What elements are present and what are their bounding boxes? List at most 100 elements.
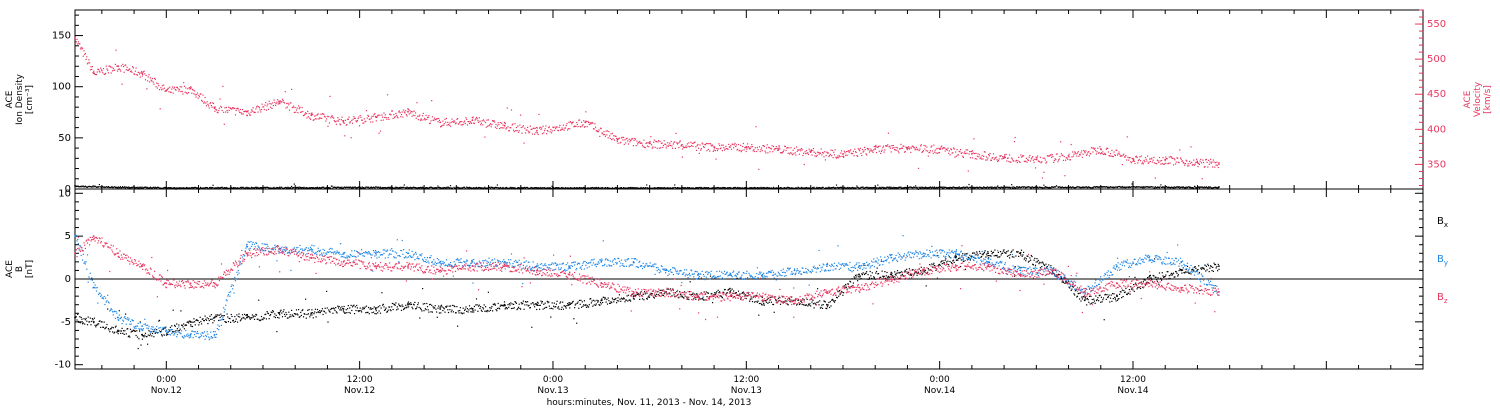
data-point: [1198, 187, 1200, 189]
data-point: [81, 48, 83, 50]
data-point: [234, 187, 236, 189]
data-point: [1029, 154, 1031, 157]
data-point: [819, 152, 821, 154]
data-point: [390, 114, 392, 116]
data-point: [811, 301, 813, 303]
data-point: [840, 292, 842, 294]
data-point: [231, 315, 233, 318]
data-point: [930, 186, 932, 189]
data-point: [258, 107, 260, 109]
data-point: [428, 187, 430, 189]
data-point: [784, 187, 786, 189]
data-point: [564, 305, 566, 307]
data-point: [805, 304, 807, 306]
data-point: [349, 122, 351, 124]
data-point: [506, 307, 508, 309]
data-point: [949, 186, 951, 188]
data-point: [251, 110, 253, 112]
data-point: [375, 186, 377, 188]
data-point: [709, 187, 711, 189]
data-point: [860, 152, 862, 154]
data-point: [669, 187, 671, 189]
data-point: [105, 72, 107, 74]
data-point: [889, 145, 891, 147]
data-point: [1209, 161, 1211, 163]
data-point: [1156, 163, 1158, 165]
data-point: [1030, 187, 1032, 189]
data-point: [511, 303, 513, 305]
data-point: [1123, 156, 1126, 158]
data-point: [890, 186, 892, 188]
data-point: [165, 326, 167, 328]
data-point: [501, 305, 503, 307]
data-point: [1027, 159, 1030, 162]
data-point: [512, 123, 514, 125]
data-point: [817, 187, 819, 189]
data-point: [419, 317, 421, 319]
data-point: [576, 187, 578, 189]
data-point: [258, 187, 260, 189]
data-point: [1153, 188, 1155, 190]
data-point: [678, 147, 680, 149]
data-point: [1010, 161, 1012, 163]
data-point: [545, 187, 547, 189]
data-point: [651, 293, 653, 295]
data-point: [744, 147, 746, 149]
data-point: [346, 124, 348, 126]
data-point: [421, 186, 424, 188]
data-point: [89, 69, 91, 71]
data-point: [588, 304, 590, 306]
data-point: [496, 184, 498, 186]
data-point: [779, 297, 781, 299]
data-point: [1168, 186, 1170, 188]
data-point: [831, 298, 833, 300]
data-point: [596, 129, 598, 132]
data-point: [1118, 186, 1120, 188]
data-point: [868, 148, 870, 150]
data-point: [855, 187, 857, 189]
data-point: [171, 86, 174, 88]
data-point: [1023, 251, 1025, 253]
data-point: [124, 64, 126, 67]
data-point: [1009, 154, 1011, 156]
data-point: [709, 143, 712, 145]
data-point: [741, 187, 743, 189]
data-point: [944, 150, 946, 152]
data-point: [729, 287, 731, 289]
data-point: [852, 282, 854, 284]
data-point: [438, 119, 440, 121]
data-point: [790, 299, 792, 301]
data-point: [724, 148, 726, 150]
data-point: [684, 146, 686, 149]
data-point: [466, 310, 468, 312]
data-point: [475, 304, 477, 306]
data-point: [499, 186, 501, 189]
data-point: [279, 310, 281, 312]
data-point: [369, 118, 371, 120]
data-point: [801, 149, 803, 151]
data-point: [429, 303, 431, 305]
data-point: [1046, 186, 1048, 188]
data-point: [410, 111, 412, 113]
data-point: [159, 108, 161, 110]
data-point: [302, 187, 304, 189]
data-point: [548, 187, 550, 189]
data-point: [802, 298, 804, 300]
data-point: [413, 186, 415, 188]
data-point: [1176, 186, 1178, 188]
data-point: [122, 66, 125, 68]
data-point: [1212, 159, 1214, 161]
data-point: [374, 187, 376, 189]
data-point: [716, 187, 718, 189]
data-point: [612, 299, 614, 301]
series-keypoint: [374, 115, 377, 118]
data-point: [1217, 187, 1219, 189]
data-point: [960, 152, 962, 155]
data-point: [868, 278, 870, 280]
data-point: [1013, 141, 1016, 143]
data-point: [239, 320, 241, 322]
data-point: [286, 313, 288, 316]
data-point: [847, 150, 850, 152]
data-point: [1010, 186, 1012, 188]
data-point: [326, 118, 328, 120]
